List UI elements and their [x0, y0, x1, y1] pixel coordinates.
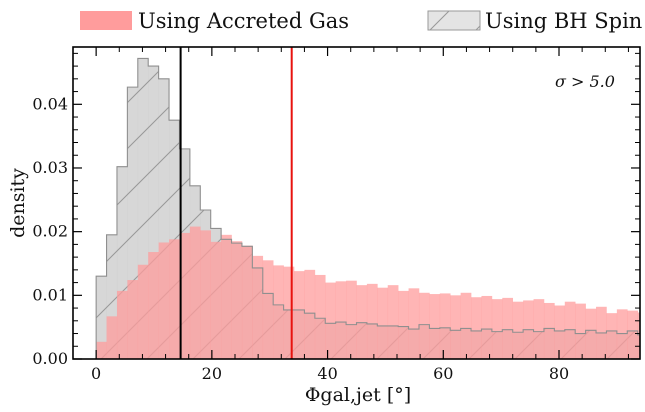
- y-tick-label: 0.03: [32, 158, 68, 177]
- x-tick-label: 80: [549, 364, 569, 383]
- legend-label-accreted-gas: Using Accreted Gas: [138, 9, 349, 33]
- bar-accreted-gas: [189, 226, 201, 359]
- bar-accreted-gas: [481, 295, 493, 359]
- bar-accreted-gas: [335, 281, 347, 359]
- axis-ticks: 0 20 40 60 80 0.00 0.01 0.02 0.03 0.04: [32, 47, 640, 383]
- vertical-lines: [179, 47, 293, 359]
- bar-accreted-gas: [543, 302, 555, 359]
- bar-accreted-gas: [575, 303, 586, 359]
- bar-accreted-gas: [439, 293, 451, 359]
- bar-accreted-gas: [231, 241, 243, 359]
- y-tick-label: 0.01: [32, 285, 68, 304]
- bar-accreted-gas: [179, 232, 191, 359]
- y-tick-label: 0.00: [32, 349, 68, 368]
- bar-accreted-gas: [491, 299, 503, 359]
- legend: Using Accreted Gas Using BH Spin: [80, 9, 642, 33]
- bar-accreted-gas: [471, 297, 482, 359]
- y-axis-label: density: [7, 168, 29, 238]
- bar-accreted-gas: [533, 299, 545, 359]
- bar-accreted-gas: [585, 308, 597, 359]
- bar-accreted-gas: [512, 301, 524, 359]
- bar-accreted-gas: [366, 283, 378, 359]
- bars-layer: [95, 57, 640, 359]
- bar-accreted-gas: [148, 252, 159, 359]
- bar-accreted-gas: [377, 287, 389, 359]
- bar-accreted-gas: [158, 242, 170, 359]
- bar-accreted-gas: [304, 269, 316, 359]
- x-axis-label: Φgal,jet [°]: [305, 384, 411, 406]
- bar-accreted-gas: [398, 290, 409, 359]
- legend-swatch-bh-spin-hatch: [428, 11, 480, 30]
- bar-accreted-gas: [127, 280, 139, 359]
- bar-accreted-gas: [606, 313, 618, 359]
- bar-accreted-gas: [616, 309, 628, 359]
- legend-label-bh-spin: Using BH Spin: [485, 9, 642, 33]
- x-tick-label: 20: [202, 364, 222, 383]
- bar-accreted-gas: [273, 265, 284, 359]
- bar-accreted-gas: [116, 290, 128, 359]
- x-tick-label: 40: [317, 364, 337, 383]
- bar-accreted-gas: [137, 264, 149, 359]
- bar-accreted-gas: [429, 294, 441, 359]
- bar-accreted-gas: [294, 271, 305, 359]
- y-tick-label: 0.02: [32, 222, 68, 241]
- bar-accreted-gas: [252, 255, 264, 359]
- bar-accreted-gas: [637, 312, 640, 359]
- legend-swatch-accreted-gas: [80, 11, 132, 30]
- plot-frame: [72, 46, 641, 360]
- bar-accreted-gas: [325, 282, 336, 359]
- bar-accreted-gas: [210, 241, 222, 359]
- bar-accreted-gas: [262, 260, 274, 359]
- bar-accreted-gas: [356, 285, 368, 359]
- bar-accreted-gas: [314, 274, 326, 359]
- sigma-annotation: σ > 5.0: [555, 72, 615, 91]
- bar-accreted-gas: [200, 230, 211, 359]
- bar-accreted-gas: [106, 316, 118, 359]
- bar-accreted-gas: [283, 266, 295, 359]
- bar-accreted-gas: [502, 297, 514, 359]
- bar-accreted-gas: [346, 280, 357, 359]
- x-tick-label: 0: [91, 364, 101, 383]
- bar-accreted-gas: [169, 239, 180, 359]
- bar-accreted-gas: [387, 285, 399, 359]
- bar-accreted-gas: [460, 292, 472, 359]
- bar-accreted-gas: [418, 292, 430, 359]
- bar-accreted-gas: [450, 295, 461, 359]
- x-tick-label: 60: [433, 364, 453, 383]
- bar-accreted-gas: [241, 245, 253, 359]
- bar-accreted-gas: [554, 305, 566, 359]
- bar-accreted-gas: [627, 310, 638, 359]
- bar-accreted-gas: [96, 341, 107, 359]
- bh-spin-outline: [95, 57, 640, 359]
- y-tick-label: 0.04: [32, 94, 68, 113]
- bar-accreted-gas: [564, 301, 576, 359]
- bar-accreted-gas: [221, 234, 232, 359]
- bar-accreted-gas: [408, 288, 420, 359]
